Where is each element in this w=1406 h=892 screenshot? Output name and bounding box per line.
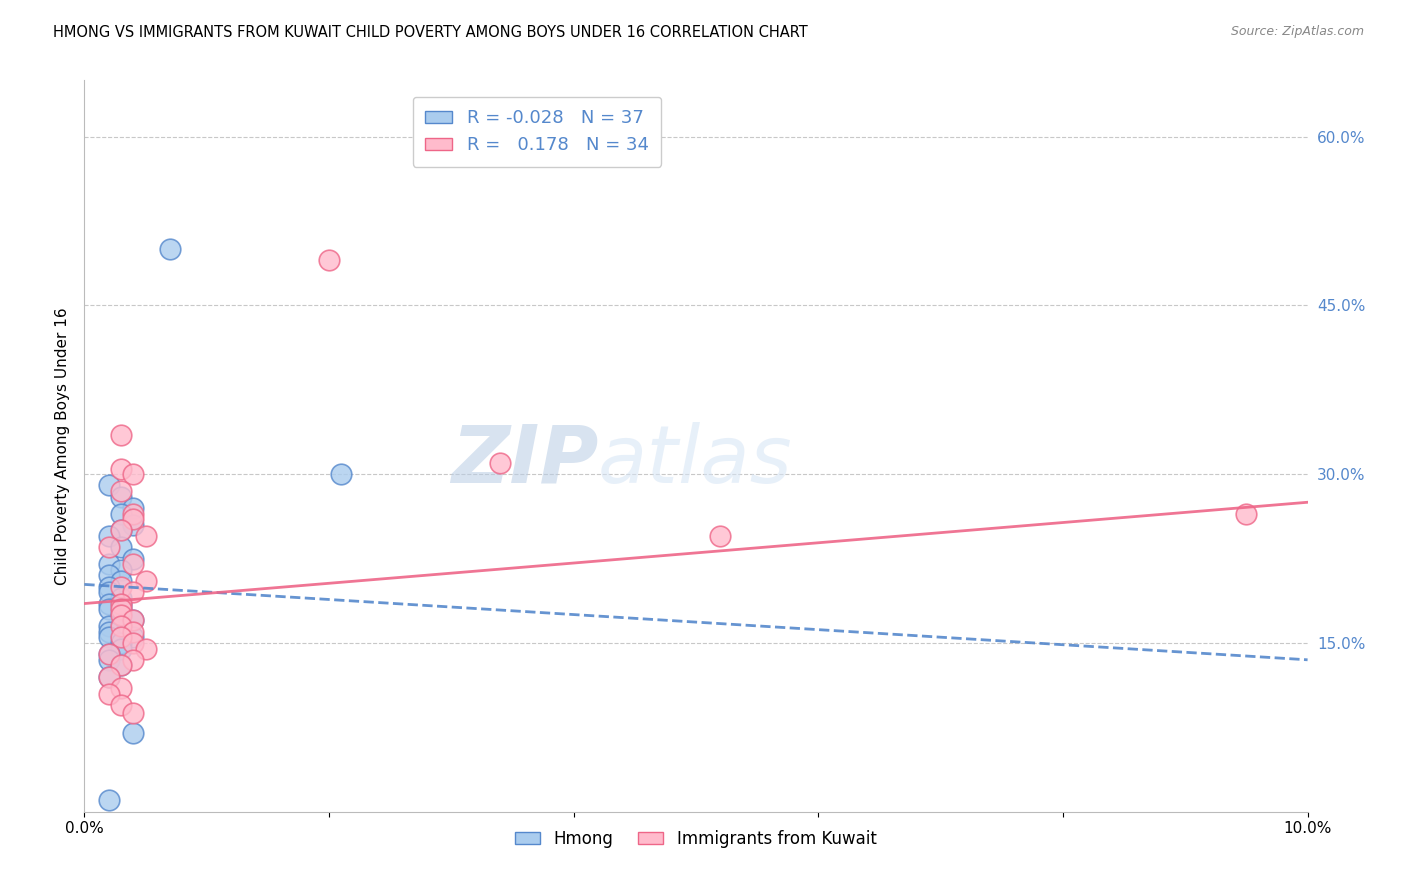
Point	[122, 557, 145, 571]
Point	[110, 607, 132, 622]
Point	[318, 253, 340, 268]
Point	[122, 517, 145, 532]
Point	[110, 658, 132, 673]
Point	[110, 619, 132, 633]
Point	[97, 478, 120, 492]
Point	[97, 602, 120, 616]
Point	[330, 467, 353, 482]
Point	[122, 636, 145, 650]
Point	[1236, 507, 1258, 521]
Point	[122, 653, 145, 667]
Point	[110, 658, 132, 673]
Point	[110, 591, 132, 605]
Point	[97, 653, 120, 667]
Point	[97, 647, 120, 661]
Point	[122, 467, 145, 482]
Point	[122, 614, 145, 628]
Point	[110, 461, 132, 475]
Point	[97, 624, 120, 639]
Point	[110, 602, 132, 616]
Point	[122, 630, 145, 644]
Point	[110, 619, 132, 633]
Point	[159, 242, 181, 256]
Y-axis label: Child Poverty Among Boys Under 16: Child Poverty Among Boys Under 16	[55, 307, 70, 585]
Point	[110, 507, 132, 521]
Point	[97, 687, 120, 701]
Point	[122, 585, 145, 599]
Point	[110, 563, 132, 577]
Point	[97, 568, 120, 582]
Point	[110, 602, 132, 616]
Point	[110, 698, 132, 712]
Point	[122, 706, 145, 720]
Text: Source: ZipAtlas.com: Source: ZipAtlas.com	[1230, 25, 1364, 38]
Point	[110, 681, 132, 695]
Point	[122, 551, 145, 566]
Point	[97, 647, 120, 661]
Point	[122, 614, 145, 628]
Point	[110, 580, 132, 594]
Point	[97, 670, 120, 684]
Point	[110, 641, 132, 656]
Point	[97, 580, 120, 594]
Point	[122, 726, 145, 740]
Point	[97, 557, 120, 571]
Point	[97, 585, 120, 599]
Point	[110, 524, 132, 538]
Point	[110, 483, 132, 498]
Point	[110, 597, 132, 611]
Legend: Hmong, Immigrants from Kuwait: Hmong, Immigrants from Kuwait	[509, 823, 883, 855]
Point	[110, 574, 132, 588]
Point	[135, 641, 157, 656]
Point	[110, 490, 132, 504]
Text: HMONG VS IMMIGRANTS FROM KUWAIT CHILD POVERTY AMONG BOYS UNDER 16 CORRELATION CH: HMONG VS IMMIGRANTS FROM KUWAIT CHILD PO…	[53, 25, 808, 40]
Point	[122, 512, 145, 526]
Point	[97, 670, 120, 684]
Point	[97, 793, 120, 807]
Point	[97, 630, 120, 644]
Point	[97, 597, 120, 611]
Point	[97, 529, 120, 543]
Text: ZIP: ZIP	[451, 422, 598, 500]
Point	[110, 541, 132, 555]
Point	[110, 427, 132, 442]
Point	[110, 630, 132, 644]
Point	[97, 541, 120, 555]
Point	[110, 597, 132, 611]
Point	[489, 456, 512, 470]
Point	[135, 574, 157, 588]
Point	[97, 619, 120, 633]
Point	[709, 529, 731, 543]
Text: atlas: atlas	[598, 422, 793, 500]
Point	[122, 507, 145, 521]
Point	[122, 500, 145, 515]
Point	[135, 529, 157, 543]
Point	[110, 524, 132, 538]
Point	[110, 607, 132, 622]
Point	[110, 636, 132, 650]
Point	[122, 624, 145, 639]
